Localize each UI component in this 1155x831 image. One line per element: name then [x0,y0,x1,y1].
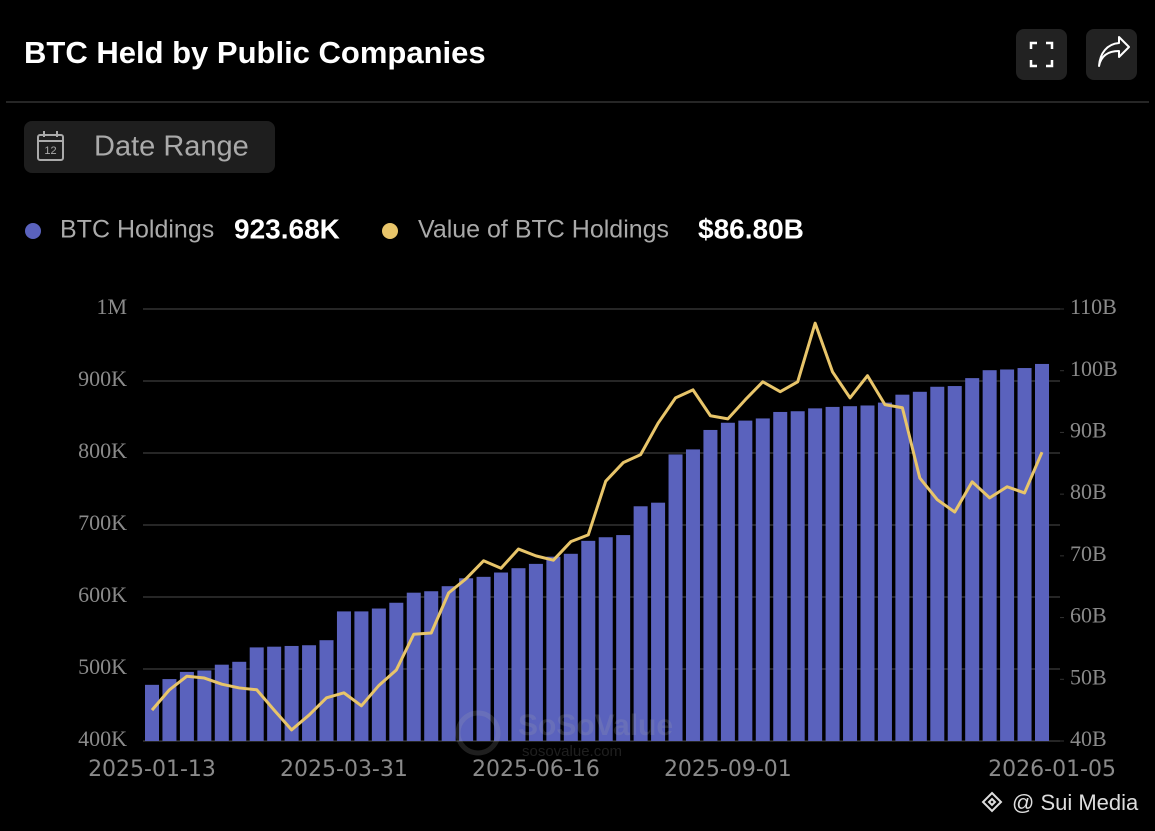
x-tick-label: 2025-01-13 [88,757,216,782]
bar [459,578,474,741]
bar [965,378,980,741]
bar [249,647,264,741]
y2-tick-label: 80B [1070,479,1107,504]
fullscreen-button[interactable] [1016,29,1067,80]
bar [860,405,875,741]
bar [808,408,823,741]
line [150,321,1044,732]
bar [877,402,892,741]
date-range-label[interactable]: Date Range [94,131,249,163]
bar [441,586,456,741]
bar [651,502,666,741]
bar [1000,369,1015,741]
bar [912,391,927,741]
y2-tick-label: 60B [1070,603,1107,628]
legend: BTC Holdings 923.68K Value of BTC Holdings… [25,213,804,244]
y2-tick-label: 110B [1070,294,1117,319]
bar [528,563,543,741]
bar [563,553,578,741]
y2-tick-label: 90B [1070,417,1107,442]
chart-title: BTC Held by Public Companies [24,35,486,70]
legend-value: $86.80B [698,213,804,244]
bar [179,671,194,741]
legend-label: Value of BTC Holdings [418,216,669,244]
y2-tick-label: 50B [1070,664,1107,689]
share-button[interactable] [1086,29,1137,80]
credit-icon [981,791,1003,813]
bar [319,640,334,741]
bar [773,411,788,741]
legend-marker [25,223,41,239]
bar [633,506,648,741]
x-tick-label: 2025-06-16 [472,757,600,782]
bar [476,576,491,741]
bar [546,556,561,741]
bar [284,645,299,741]
bar [406,592,421,741]
y-tick-label: 800K [78,438,127,463]
bar [982,370,997,741]
bar [1017,368,1032,741]
bar [354,611,369,741]
bar [668,454,683,741]
bar [685,449,700,741]
bar [825,406,840,741]
bar [947,386,962,741]
bar [843,406,858,741]
x-tick-label: 2026-01-05 [988,757,1116,782]
date-range-button[interactable]: 12 Date Range [24,121,275,173]
calendar-icon-text: 12 [44,145,56,157]
legend-value: 923.68K [234,213,340,244]
bar [930,386,945,741]
bar [232,661,247,741]
y-tick-label: 1M [96,294,127,319]
bar [720,422,735,741]
y-tick-label: 500K [78,654,127,679]
bar [1035,363,1049,741]
bar [895,394,910,741]
bar [494,572,509,741]
y2-tick-label: 40B [1070,726,1107,751]
bar [267,646,282,741]
legend-label: BTC Holdings [60,216,214,244]
credit: @ Sui Media [1012,790,1139,815]
bar [511,568,526,741]
bar [598,537,613,741]
watermark-brand: SoSoValue [518,709,673,742]
y-tick-label: 600K [78,582,127,607]
y2-tick-label: 100B [1070,356,1118,381]
bar [302,645,317,741]
bar [336,611,351,741]
legend-marker [382,223,398,239]
watermark: SoSoValue sosovalue.com [455,709,673,760]
bar [703,429,718,741]
bar [790,411,805,741]
y-tick-label: 900K [78,366,127,391]
y2-tick-label: 70B [1070,541,1107,566]
plot: 400K 500K 600K 700K 800K 900K 1M 40B 50B 60B 70B 80… [78,294,1118,782]
y-tick-label: 400K [78,726,127,751]
bar [738,420,753,741]
bar [145,684,159,741]
bar [581,540,596,741]
bar [755,418,770,741]
bar [197,670,212,741]
bar [214,664,229,741]
x-tick-label: 2025-09-01 [664,757,792,782]
y-tick-label: 700K [78,510,127,535]
bar [371,608,386,741]
watermark-url: sosovalue.com [522,743,622,760]
bar [616,535,631,741]
x-tick-label: 2025-03-31 [280,757,408,782]
bar [424,591,439,741]
